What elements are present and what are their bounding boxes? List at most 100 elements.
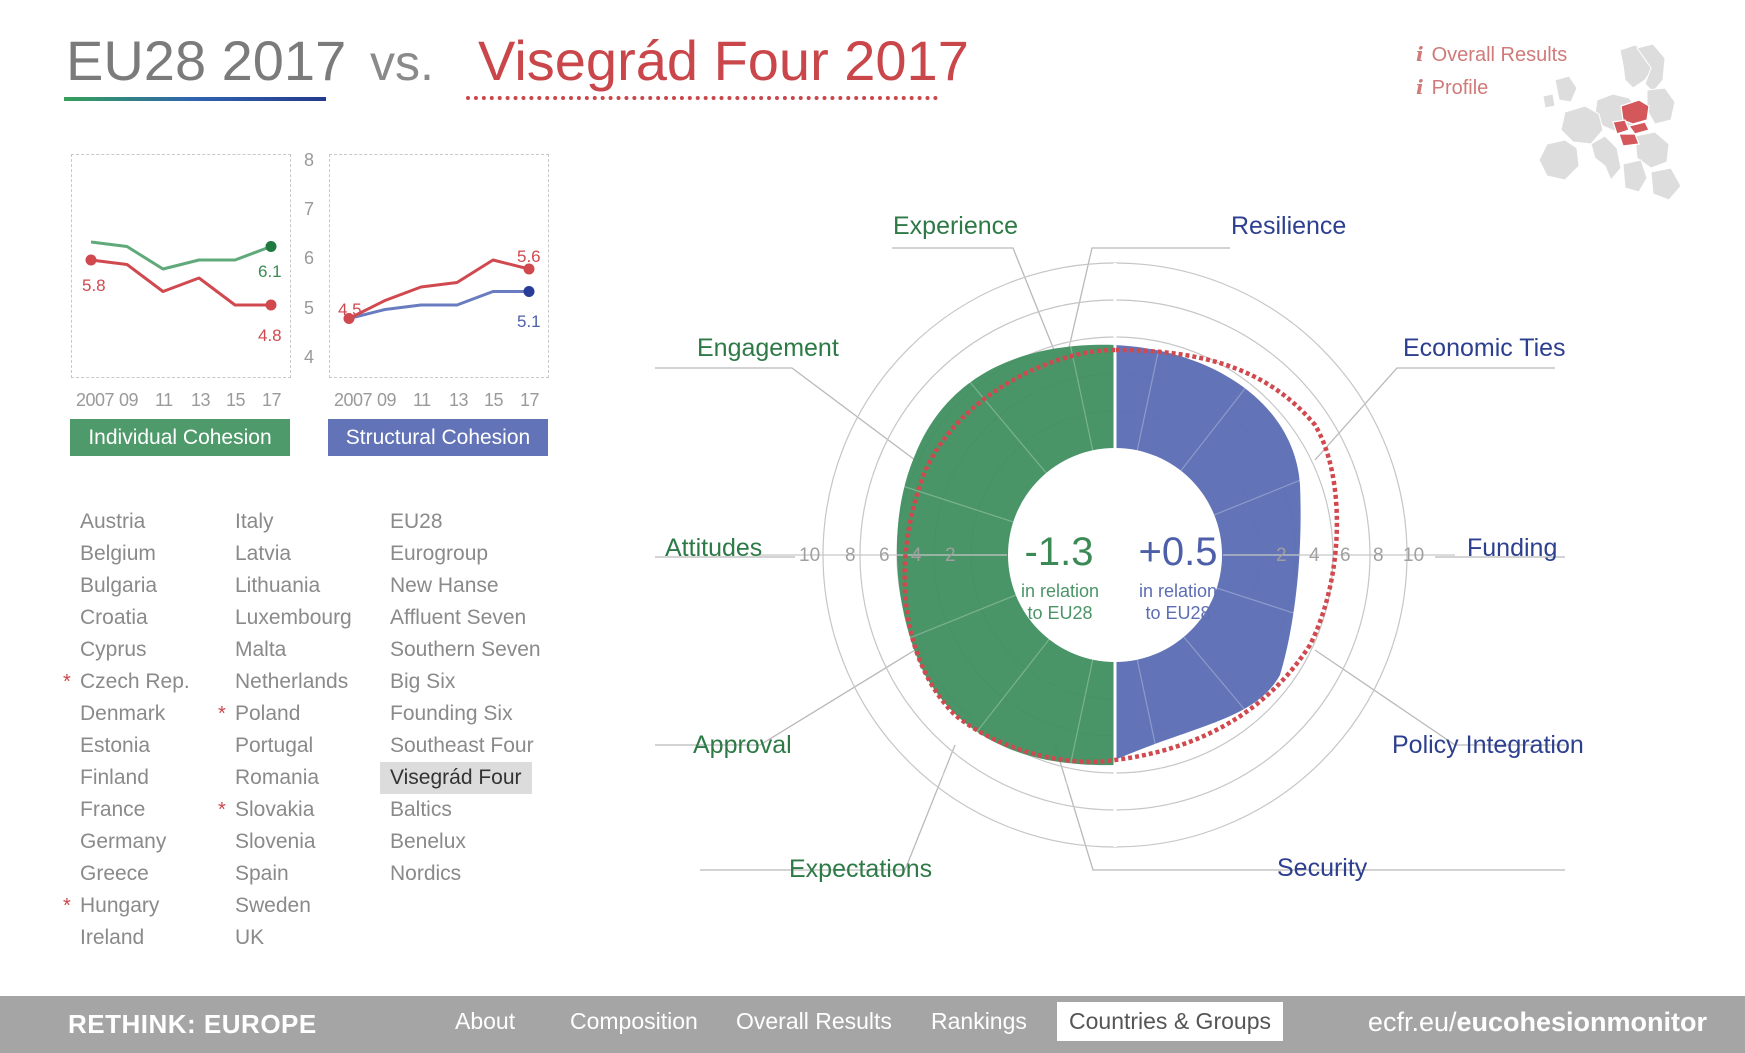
list-item-label: Southern Seven (390, 638, 541, 661)
label-expectations[interactable]: Expectations (789, 855, 933, 883)
structural-start-label: 4.5 (338, 300, 362, 319)
group-item[interactable]: Southeast Four (380, 730, 534, 762)
title-group[interactable]: Visegrád Four 2017 (478, 29, 969, 92)
group-item[interactable]: Baltics (380, 794, 532, 826)
country-item[interactable]: Luxembourg (225, 602, 375, 634)
group-item[interactable]: Eurogroup (380, 538, 532, 570)
country-item[interactable]: Belgium (70, 538, 210, 570)
country-item[interactable]: Finland (70, 762, 210, 794)
x-tick: 09 (377, 390, 397, 410)
spoke (1053, 659, 1094, 841)
spoke (1136, 269, 1177, 451)
label-engagement[interactable]: Engagement (697, 334, 839, 362)
y-tick: 5 (304, 298, 315, 318)
country-item[interactable]: * Poland (218, 698, 375, 730)
ring-tick-left: 10 (799, 545, 821, 566)
label-funding[interactable]: Funding (1467, 534, 1558, 562)
list-item-label: France (80, 798, 146, 821)
country-item[interactable]: Greece (70, 858, 210, 890)
country-item[interactable]: Austria (70, 506, 210, 538)
start-point (85, 254, 97, 266)
country-item[interactable]: * Hungary (63, 890, 210, 922)
label-resilience[interactable]: Resilience (1231, 212, 1347, 240)
country-item[interactable]: Germany (70, 826, 210, 858)
country-item[interactable]: Malta (225, 634, 375, 666)
y-tick: 8 (304, 150, 315, 170)
nav-overall-results[interactable]: Overall Results (736, 1008, 892, 1034)
bottom-nav-bar (0, 996, 1745, 1053)
list-item-label: Eurogroup (390, 542, 489, 565)
brand-logo[interactable]: RETHINK: EUROPE (68, 1009, 317, 1039)
series-line-1 (348, 258, 530, 320)
spoke (1180, 324, 1296, 472)
y-tick: 6 (304, 248, 315, 268)
spoke (837, 464, 1014, 523)
country-item[interactable]: Ireland (70, 922, 210, 954)
europe-map[interactable] (1525, 40, 1695, 210)
leader-line (655, 367, 916, 461)
list-item-label: New Hanse (390, 574, 499, 597)
list-item-label: UK (235, 926, 265, 949)
country-item[interactable]: Cyprus (70, 634, 210, 666)
leader-line (700, 744, 956, 871)
profile-link[interactable]: i Profile (1416, 75, 1489, 99)
leader-line (1314, 649, 1565, 746)
x-tick: 15 (484, 390, 504, 410)
nav-countries-groups[interactable]: Countries & Groups (1057, 1002, 1283, 1041)
title-group-underline (466, 96, 938, 100)
nav-about[interactable]: About (455, 1008, 516, 1034)
country-item[interactable]: Netherlands (225, 666, 375, 698)
x-tick: 13 (449, 390, 469, 410)
country-item[interactable]: Latvia (225, 538, 375, 570)
list-item-label: Lithuania (235, 574, 321, 597)
structural-cohesion-line-chart (343, 258, 535, 324)
label-experience[interactable]: Experience (893, 212, 1019, 240)
individual-cohesion-tab[interactable]: Individual Cohesion (70, 419, 290, 456)
nav-composition[interactable]: Composition (570, 1008, 698, 1034)
country-item[interactable]: Croatia (70, 602, 210, 634)
group-item[interactable]: Affluent Seven (380, 602, 532, 634)
individual-group-end-label: 4.8 (258, 326, 282, 345)
country-item[interactable]: Portugal (225, 730, 375, 762)
group-item[interactable]: Benelux (380, 826, 532, 858)
nav-rankings[interactable]: Rankings (931, 1008, 1027, 1034)
list-item-label: Portugal (235, 734, 314, 757)
country-item[interactable]: * Slovakia (218, 794, 375, 826)
country-item[interactable]: Romania (225, 762, 375, 794)
country-item[interactable]: UK (225, 922, 375, 954)
overall-results-link[interactable]: i Overall Results (1416, 42, 1568, 66)
group-item[interactable]: Big Six (380, 666, 532, 698)
cohesion-radial-chart (655, 247, 1565, 871)
country-list-col1: Austria Belgium Bulgaria Croatia Cyprus * Czec… (63, 506, 210, 954)
country-item[interactable]: Denmark (70, 698, 210, 730)
country-item[interactable]: Sweden (225, 890, 375, 922)
group-item[interactable]: Founding Six (380, 698, 532, 730)
x-tick: 13 (191, 390, 211, 410)
label-security[interactable]: Security (1277, 854, 1368, 882)
site-url[interactable]: ecfr.eu/eucohesionmonitor (1367, 1007, 1707, 1037)
country-item[interactable]: Estonia (70, 730, 210, 762)
country-item[interactable]: Italy (225, 506, 375, 538)
country-item[interactable]: Bulgaria (70, 570, 210, 602)
group-item[interactable]: Nordics (380, 858, 532, 890)
group-item[interactable]: Visegrád Four (380, 762, 532, 794)
series-line-0 (90, 240, 272, 271)
country-item[interactable]: * Czech Rep. (63, 666, 210, 698)
label-attitudes[interactable]: Attitudes (665, 534, 763, 562)
country-item[interactable]: Spain (225, 858, 375, 890)
country-item[interactable]: Slovenia (225, 826, 375, 858)
label-approval[interactable]: Approval (693, 731, 792, 759)
country-item[interactable]: France (70, 794, 210, 826)
x-tick: 11 (413, 390, 431, 410)
label-policy-integration[interactable]: Policy Integration (1392, 731, 1584, 759)
group-item[interactable]: New Hanse (380, 570, 532, 602)
list-item-label: Slovenia (235, 830, 316, 853)
country-item[interactable]: Lithuania (225, 570, 375, 602)
list-item-label: Slovakia (235, 798, 315, 821)
group-item[interactable]: EU28 (380, 506, 532, 538)
list-item-label: Croatia (80, 606, 148, 629)
structural-group-end-label: 5.6 (517, 247, 541, 266)
group-item[interactable]: Southern Seven (380, 634, 541, 666)
label-economic-ties[interactable]: Economic Ties (1403, 334, 1566, 362)
structural-cohesion-tab[interactable]: Structural Cohesion (328, 419, 548, 456)
